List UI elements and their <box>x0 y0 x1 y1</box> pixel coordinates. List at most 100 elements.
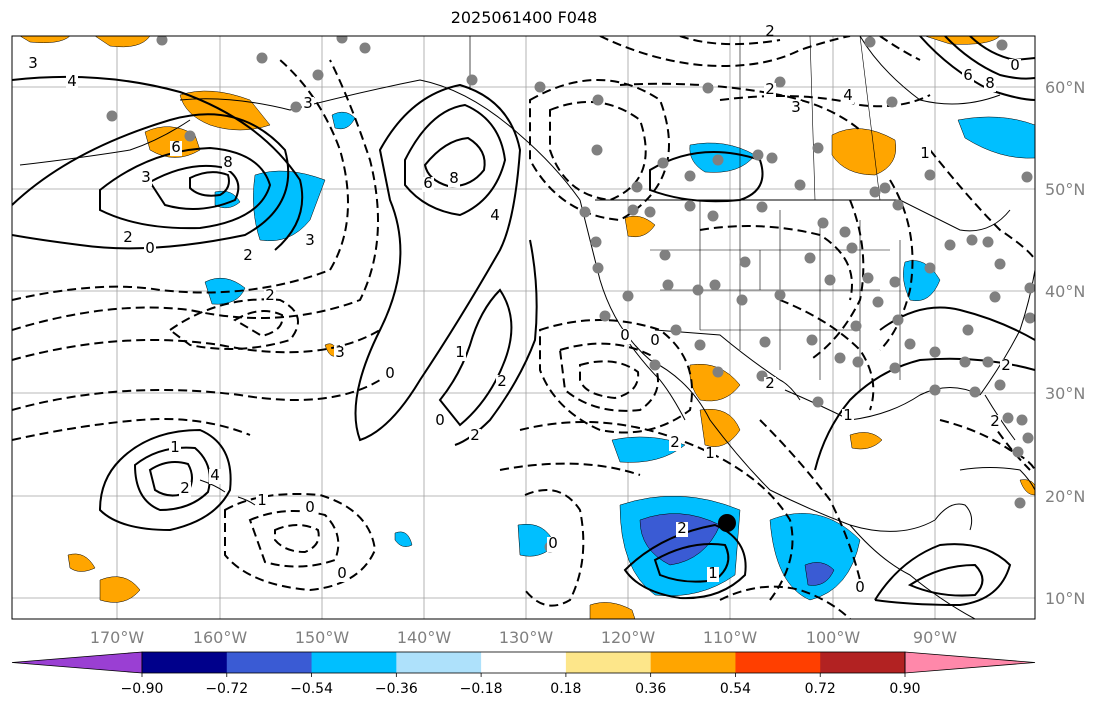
contour-label-bg <box>144 242 156 257</box>
contour-label: 2 <box>765 374 775 392</box>
colorbar-segment <box>481 652 567 673</box>
station-dot <box>834 352 846 364</box>
contour-label: 0 <box>337 564 347 582</box>
contour-label: 0 <box>1010 56 1020 74</box>
lat-tick-label: 50°N <box>1045 180 1085 199</box>
contour-label-bg <box>489 209 501 224</box>
contour-label: 0 <box>305 498 315 516</box>
contour-label-bg <box>122 231 134 246</box>
coast-caribbean <box>959 467 1035 491</box>
shade-orange-sw1 <box>99 576 141 603</box>
station-dot <box>184 130 196 142</box>
colorbar-segment <box>565 652 652 673</box>
border-us-mexico <box>654 329 801 401</box>
station-dot <box>336 36 348 44</box>
contour-label: 1 <box>455 343 465 361</box>
station-dot <box>766 152 778 164</box>
contour-label-bg <box>842 409 854 424</box>
contour-label-bg <box>764 83 776 98</box>
contour-label: 2 <box>180 479 190 497</box>
station-dot <box>812 396 824 408</box>
colorbar-frame <box>141 651 906 674</box>
contour-label: 3 <box>141 168 151 186</box>
station-dot <box>599 310 611 322</box>
latitude-ticks: 60°N 50°N 40°N 30°N 20°N 10°N <box>1045 78 1085 608</box>
contour-label: 0 <box>145 239 155 257</box>
station-dot <box>627 204 639 216</box>
contour-label: 0 <box>435 411 445 429</box>
contour-label: 6 <box>171 138 181 156</box>
station-dot <box>694 339 706 351</box>
contour-label: 8 <box>449 169 459 187</box>
station-dot <box>817 217 829 229</box>
station-dot <box>1024 312 1035 324</box>
lat-tick-label: 30°N <box>1045 384 1085 403</box>
colorbar-extend-high <box>904 651 1036 674</box>
contour-label: 3 <box>305 231 315 249</box>
station-dot <box>774 76 786 88</box>
coastlines <box>19 36 1035 619</box>
plot-frame <box>11 35 1036 620</box>
lat-tick-label: 40°N <box>1045 282 1085 301</box>
contour-label-bg <box>1000 359 1012 374</box>
contour-label-bg <box>707 567 719 582</box>
station-dot <box>1024 282 1035 294</box>
contour-label-bg <box>170 141 182 156</box>
station-dot <box>692 284 704 296</box>
station-dot <box>904 338 916 350</box>
colorbar-segment <box>396 652 482 673</box>
contour-label-bg <box>302 97 314 112</box>
lon-tick-label: 130°W <box>499 628 554 647</box>
station-dot <box>659 249 671 261</box>
contour-label: 1 <box>257 491 267 509</box>
shade-blue-pac3 <box>394 531 413 547</box>
shade-orange-gulf <box>849 432 883 450</box>
station-dot <box>962 324 974 336</box>
contour-label-bg <box>140 171 152 186</box>
station-dot <box>622 290 634 302</box>
contour-label: 3 <box>303 94 313 112</box>
colorbar-tick-label: 0.18 <box>550 681 581 697</box>
contour-label-bg <box>919 147 931 162</box>
station-dot <box>994 379 1006 391</box>
contour-label: 3 <box>28 54 38 72</box>
station-dot <box>312 69 324 81</box>
colorbar-segment <box>735 652 821 673</box>
contour-label-bg <box>669 436 681 451</box>
contour-label: 2 <box>677 519 687 537</box>
contour-label-bg <box>469 429 481 444</box>
station-dot <box>879 182 891 194</box>
station-dot <box>862 272 874 284</box>
coast-hawaii <box>199 479 256 506</box>
station-dot <box>944 239 956 251</box>
shade-orange-canada <box>831 128 897 176</box>
contour-label-bg <box>256 494 268 509</box>
contour-label-bg <box>989 415 1001 430</box>
shade-orange-mexico2 <box>699 408 741 447</box>
colorbar-segment <box>226 652 313 673</box>
station-dot <box>924 169 936 181</box>
station-dot <box>759 336 771 348</box>
colorbar: −0.90 −0.72 −0.54 −0.36 −0.18 0.18 0.36 0.54 0.7… <box>11 651 1036 697</box>
station-dot <box>712 154 724 166</box>
station-dot <box>804 252 816 264</box>
station-dot <box>590 236 602 248</box>
station-dot <box>752 149 764 161</box>
coast-aleutians <box>19 119 191 166</box>
contour-label-bg <box>304 234 316 249</box>
contour-label-bg <box>984 77 996 92</box>
colorbar-tick-label: 0.36 <box>635 681 666 697</box>
coast-alaska <box>179 79 581 201</box>
station-dot <box>684 200 696 212</box>
station-dot <box>892 199 904 211</box>
station-dot <box>1002 412 1014 424</box>
contour-label: 2 <box>470 426 480 444</box>
station-dot <box>846 242 858 254</box>
station-dot <box>712 366 724 378</box>
contour-label-bg <box>676 522 688 537</box>
colorbar-tick-label: 0.90 <box>889 681 920 697</box>
station-dot <box>1022 432 1034 444</box>
lon-tick-label: 140°W <box>397 628 452 647</box>
station-dot <box>592 94 604 106</box>
